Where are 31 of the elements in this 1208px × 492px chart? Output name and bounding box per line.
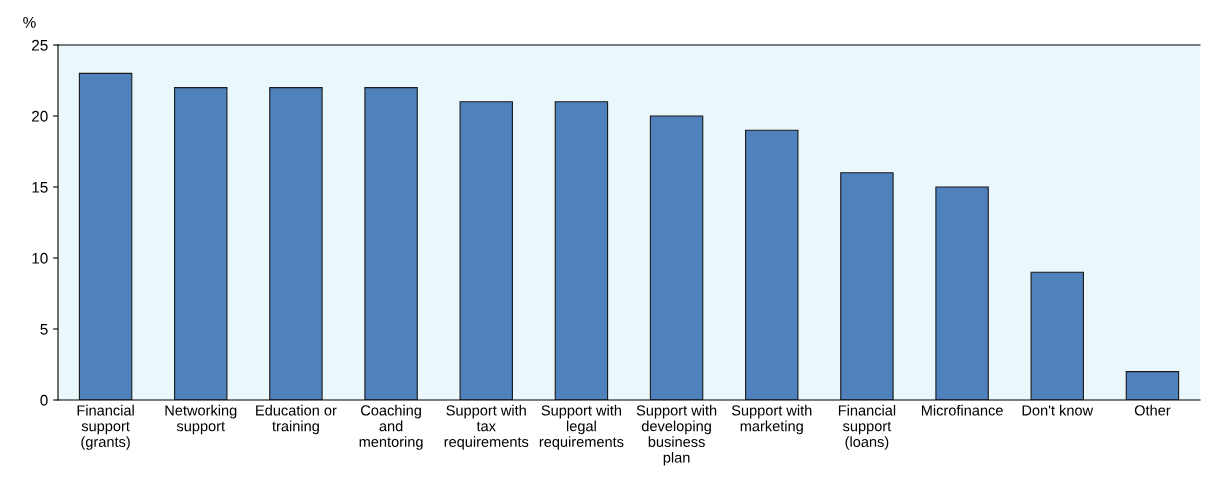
- x-tick-label: Other: [1134, 404, 1171, 416]
- x-tick-label: Financial support (grants): [77, 404, 134, 450]
- bar: [935, 186, 989, 400]
- bar: [78, 72, 133, 400]
- x-tick-label: Support with developing business plan: [636, 404, 717, 466]
- x-tick-label: Networking support: [165, 404, 237, 435]
- bar: [459, 101, 513, 400]
- bar: [554, 101, 609, 400]
- y-tick-label: 10: [32, 252, 48, 264]
- bar: [649, 115, 704, 400]
- bar: [1030, 271, 1084, 400]
- x-tick-label: Support with legal requirements: [539, 404, 624, 450]
- bar: [364, 87, 418, 400]
- y-tick-label: 5: [40, 324, 48, 335]
- bar: [269, 87, 323, 400]
- x-tick-label: Support with marketing: [731, 404, 812, 435]
- bar: [1125, 371, 1180, 400]
- x-tick-label: Microfinance: [921, 404, 1003, 416]
- x-tick-label: Financial support (loans): [838, 404, 896, 450]
- bar: [745, 129, 799, 400]
- y-tick-label: 20: [32, 110, 48, 122]
- y-tick-label: 15: [32, 182, 48, 193]
- x-tick-label: Coaching and mentoring: [359, 404, 423, 450]
- y-tick-label: 0: [40, 394, 48, 406]
- x-tick-label: Don't know: [1022, 404, 1094, 416]
- y-tick-label: 25: [32, 39, 48, 51]
- bar: [840, 172, 894, 400]
- bar: [174, 87, 228, 400]
- y-axis-title: %: [23, 17, 36, 28]
- x-tick-label: Education or training: [256, 404, 337, 435]
- x-tick-label: Support with tax requirements: [444, 404, 529, 450]
